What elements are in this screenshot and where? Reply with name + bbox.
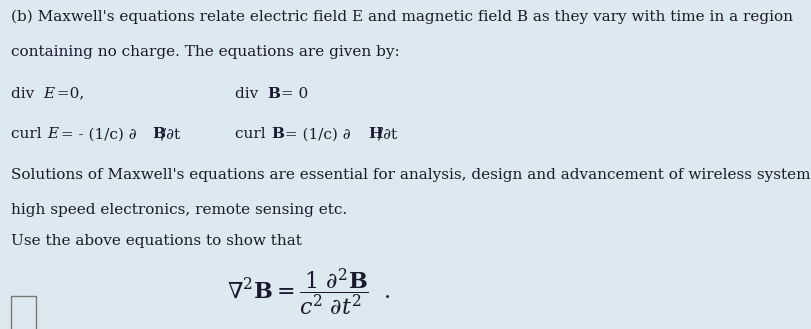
Text: B: B xyxy=(271,127,284,141)
Text: /∂t: /∂t xyxy=(378,127,397,141)
Text: = 0: = 0 xyxy=(277,87,309,101)
Text: Use the above equations to show that: Use the above equations to show that xyxy=(11,234,302,248)
Text: B: B xyxy=(152,127,165,141)
Text: = - (1/c) ∂: = - (1/c) ∂ xyxy=(55,127,136,141)
Text: E: E xyxy=(43,87,54,101)
Text: =0,: =0, xyxy=(52,87,84,101)
Text: curl: curl xyxy=(11,127,46,141)
Text: div: div xyxy=(11,87,39,101)
Text: = (1/c) ∂: = (1/c) ∂ xyxy=(280,127,350,141)
Text: Solutions of Maxwell's equations are essential for analysis, design and advancem: Solutions of Maxwell's equations are ess… xyxy=(11,168,811,182)
Text: high speed electronics, remote sensing etc.: high speed electronics, remote sensing e… xyxy=(11,203,347,217)
Text: B: B xyxy=(267,87,280,101)
Text: div: div xyxy=(235,87,264,101)
Text: H: H xyxy=(369,127,383,141)
Text: E: E xyxy=(47,127,58,141)
Text: $\nabla^2\mathbf{B} = \dfrac{1}{c^2}\dfrac{\partial^2\mathbf{B}}{\partial t^2}$ : $\nabla^2\mathbf{B} = \dfrac{1}{c^2}\dfr… xyxy=(227,266,391,318)
Text: /∂t: /∂t xyxy=(161,127,180,141)
Text: containing no charge. The equations are given by:: containing no charge. The equations are … xyxy=(11,45,399,59)
Text: curl: curl xyxy=(235,127,271,141)
Text: (b) Maxwell's equations relate electric field E and magnetic field B as they var: (b) Maxwell's equations relate electric … xyxy=(11,10,792,24)
FancyBboxPatch shape xyxy=(11,296,36,329)
